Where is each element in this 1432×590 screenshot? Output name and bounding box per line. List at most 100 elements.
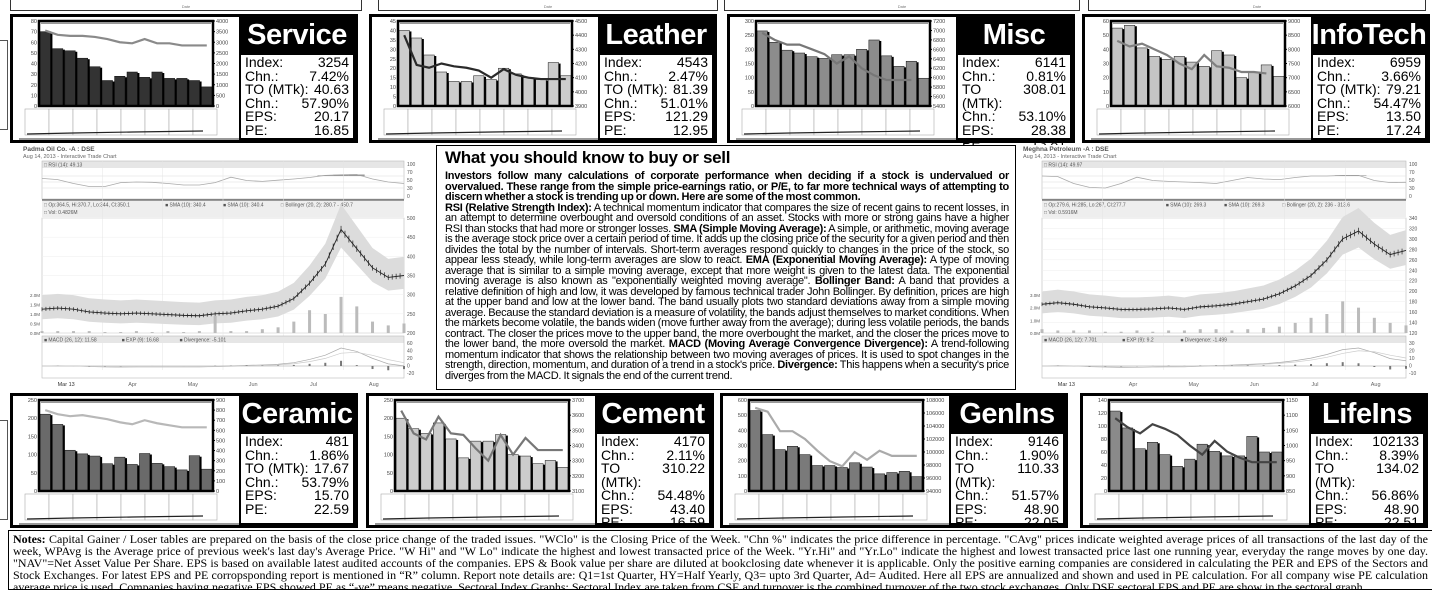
stat-value: 40.63 [313, 81, 349, 97]
bar [201, 86, 213, 107]
definition: A type of moving average that is similar… [445, 254, 1009, 287]
left-axis-tick: 0 [34, 104, 37, 110]
bar [1223, 54, 1235, 107]
signal-line [1041, 350, 1407, 368]
exp-legend: ■ EXP (9): 9.2 [1122, 338, 1154, 344]
thumbnail-box [1144, 108, 1170, 136]
right-axis-tick: 1000 [216, 83, 228, 89]
article-body: Investors follow many calculations of co… [445, 171, 1009, 381]
bar [799, 454, 811, 492]
bar [114, 76, 126, 107]
thumbnail-box [1142, 493, 1168, 521]
divergence-bar [1373, 366, 1376, 367]
right-axis-tick: 6400 [933, 57, 945, 63]
bar [126, 464, 138, 492]
volume-bar [323, 314, 327, 333]
bar [544, 460, 556, 492]
bar [176, 78, 188, 107]
bar [874, 473, 885, 492]
stat-label: TO (MTk): [604, 81, 668, 97]
right-axis-tick: 3500 [572, 428, 584, 434]
sector-chart: 0 50 100 150 200 250 3100 3200 3300 3400 3500 3600 3… [375, 398, 595, 525]
volume-bar [87, 331, 91, 333]
right-axis-tick: 1100 [1286, 413, 1298, 419]
index-line [1116, 39, 1267, 75]
bar [905, 60, 917, 107]
stat-value: 6959 [1389, 54, 1421, 70]
divergence-bar [355, 365, 358, 366]
plot-frame [1109, 19, 1287, 108]
stat-label: PE: [604, 121, 627, 138]
sector-panel-genins: 0 100 200 300 400 500 600 94000 96000 98000 100000… [720, 393, 1068, 529]
chart-title: Meghna Petroleum -A : DSE [1023, 146, 1109, 153]
volume-axis-tick: 2.0M [30, 293, 40, 298]
bar [1159, 454, 1171, 492]
thumbnail-box [431, 108, 457, 136]
stat-value: 15.70 [313, 487, 349, 503]
volume-bar [1072, 330, 1076, 333]
volume-bar [1167, 330, 1171, 333]
stat-row-chn: Chn.: 3.66% [1317, 69, 1421, 84]
sma-legend: ■ SMA (10): 340.4 [165, 203, 206, 209]
right-axis-tick: 6200 [933, 66, 945, 72]
bar [164, 466, 175, 492]
volume-bar [1040, 329, 1044, 333]
rsi-axis-tick: 70 [1409, 170, 1415, 176]
stat-label: TO (MTk): [1317, 81, 1381, 97]
divergence-bar [277, 365, 280, 366]
thumbnail-box [72, 108, 98, 136]
stat-value: 1.90% [1019, 446, 1059, 463]
left-axis-tick: 100 [738, 474, 747, 480]
bar [101, 463, 113, 492]
stat-row-to: TO (MTk): 308.01 [962, 81, 1066, 111]
notes-box: Notes: Capital Gainer / Loser tables are… [8, 530, 1432, 590]
bar [1211, 50, 1223, 107]
stat-label: EPS: [1317, 108, 1349, 124]
bar [886, 472, 898, 492]
volume-bar [56, 331, 60, 333]
stat-value: 51.57% [1011, 487, 1059, 503]
left-axis-tick: 70 [31, 30, 37, 36]
plot-frame [747, 398, 925, 493]
bollinger-legend: □ Bollinger (20, 2): 280.7 - 450.7 [281, 203, 353, 209]
right-axis-tick: 106000 [926, 411, 944, 417]
thumbnail-line [385, 130, 563, 135]
stat-label: Index: [604, 54, 643, 70]
divergence-bar [387, 366, 390, 371]
sma-line [41, 228, 405, 317]
right-axis-tick: 4400 [575, 33, 587, 39]
month-label: Jul [310, 382, 317, 388]
rsi-overbought-fill [1350, 175, 1367, 176]
bar [411, 37, 423, 107]
stat-row-to_chn: Chn.: 56.86% [1315, 488, 1419, 503]
stat-label: TO (MTk): [962, 81, 1003, 111]
stat-row-pe: PE: 16.59 [601, 515, 705, 530]
stat-label: EPS: [245, 108, 277, 124]
rsi-axis-tick: 50 [1409, 178, 1415, 184]
left-axis-tick: 500 [738, 413, 747, 419]
thumbnail-box [1214, 493, 1240, 521]
stat-value: 43.40 [669, 500, 705, 517]
stat-value: 110.33 [1017, 460, 1059, 476]
stat-label: Chn.: [245, 67, 279, 84]
sector-name: InfoTech [1311, 17, 1427, 53]
left-axis-tick: 10 [31, 93, 37, 99]
divergence-legend: ■ Divergence: -1.499 [1180, 338, 1227, 344]
right-axis-tick: 100 [216, 479, 225, 485]
bar [547, 62, 559, 107]
price-axis-tick: 340 [1409, 216, 1418, 222]
bar [849, 462, 861, 492]
right-axis-tick: 200 [216, 469, 225, 475]
macd-axis-tick: 60 [407, 341, 413, 347]
notes-text: Capital Gainer / Loser tables are prepar… [13, 532, 1428, 590]
macd-panel [1041, 335, 1407, 379]
sector-panel-leather: 0 5 10 15 20 25 30 35 40 45 3900 4000 4100 4200 4300 44… [369, 14, 717, 143]
price-axis-tick: 200 [1409, 289, 1418, 295]
stat-label: PE: [245, 500, 268, 517]
stat-label: PE: [245, 121, 268, 138]
sector-name: Ceramic [239, 396, 355, 432]
bar [1198, 66, 1210, 107]
stat-row-index: Index: 481 [245, 434, 349, 449]
rsi-overbought-fill [317, 175, 334, 176]
plot-frame [37, 19, 215, 108]
